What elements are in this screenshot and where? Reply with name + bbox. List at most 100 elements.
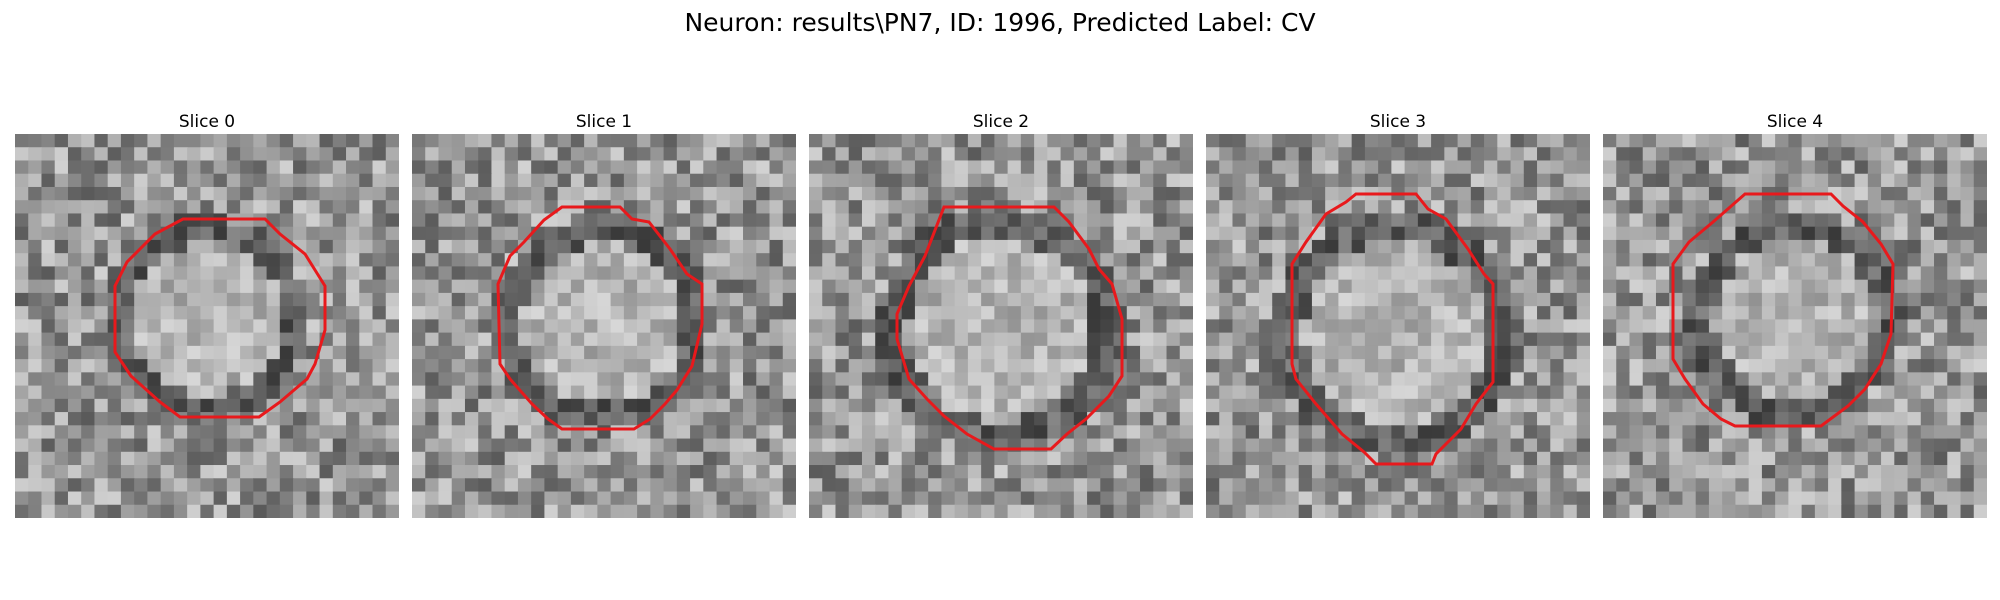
pixel [1642,359,1657,373]
pixel [557,345,572,360]
pixel [782,279,796,294]
pixel [1920,451,1935,466]
pixel [782,425,796,440]
pixel [848,213,863,228]
pixel [650,173,665,188]
pixel [1338,491,1353,506]
pixel [1695,372,1710,387]
pixel [981,412,995,426]
pixel [41,504,56,518]
pixel [1867,266,1882,281]
pixel [478,266,493,281]
pixel [1272,173,1287,188]
pixel [1140,173,1154,188]
pixel [1140,213,1154,228]
pixel [478,398,493,413]
pixel [1232,266,1247,281]
pixel [1960,186,1975,201]
pixel [888,504,903,518]
pixel [1867,504,1882,518]
pixel [504,438,519,453]
pixel [1417,504,1432,518]
pixel [1735,226,1750,241]
pixel [226,160,241,175]
pixel [293,319,307,334]
pixel [1920,372,1935,387]
pixel [1629,186,1644,201]
pixel [54,465,69,479]
pixel [1298,372,1313,387]
pixel [1457,478,1472,493]
pixel [1113,398,1128,413]
pixel [1272,292,1287,307]
pixel [623,504,638,518]
pixel [478,239,493,254]
pixel [332,213,347,228]
pixel [690,186,704,201]
pixel [743,465,757,479]
pixel [928,186,943,201]
pixel [531,134,546,148]
pixel [1775,425,1789,440]
pixel [1947,147,1962,162]
pixel [570,504,585,518]
pixel [981,306,995,320]
pixel [544,134,559,148]
pixel [187,239,201,254]
pixel [253,253,268,268]
pixel [213,200,228,215]
pixel [120,385,135,400]
pixel [279,345,294,360]
pixel [226,385,241,400]
pixel [928,292,943,307]
pixel [81,319,96,334]
pixel [1272,134,1287,148]
pixel [346,173,360,188]
pixel [623,292,638,307]
pixel [1894,465,1909,479]
pixel [967,279,982,294]
pixel [1087,478,1101,493]
pixel [1894,266,1909,281]
pixel [981,478,995,493]
pixel [769,491,784,506]
pixel [1232,465,1247,479]
pixel [743,491,757,506]
pixel [504,425,519,440]
pixel [1245,398,1260,413]
pixel [94,160,109,175]
pixel [623,147,638,162]
pixel [1258,279,1273,294]
pixel [1007,372,1022,387]
pixel [1682,438,1697,453]
pixel [861,332,876,347]
pixel [848,465,863,479]
pixel [28,213,43,228]
pixel [1484,239,1498,254]
pixel [1550,292,1565,307]
pixel [160,186,175,201]
pixel [981,147,995,162]
pixel [1272,147,1287,162]
pixel [1616,239,1631,254]
pixel [425,292,440,307]
pixel [782,306,796,320]
pixel [1007,451,1022,466]
pixel [1153,385,1168,400]
pixel [1364,372,1379,387]
pixel [54,266,69,281]
pixel [332,160,347,175]
pixel [1206,438,1220,453]
pixel [1761,345,1776,360]
pixel [1841,425,1856,440]
pixel [491,504,506,518]
pixel [861,292,876,307]
pixel [743,134,757,148]
pixel [147,345,162,360]
pixel [1272,385,1287,400]
pixel [1351,504,1366,518]
pixel [1100,491,1115,506]
pixel [1232,385,1247,400]
pixel [517,253,532,268]
pixel [875,465,890,479]
